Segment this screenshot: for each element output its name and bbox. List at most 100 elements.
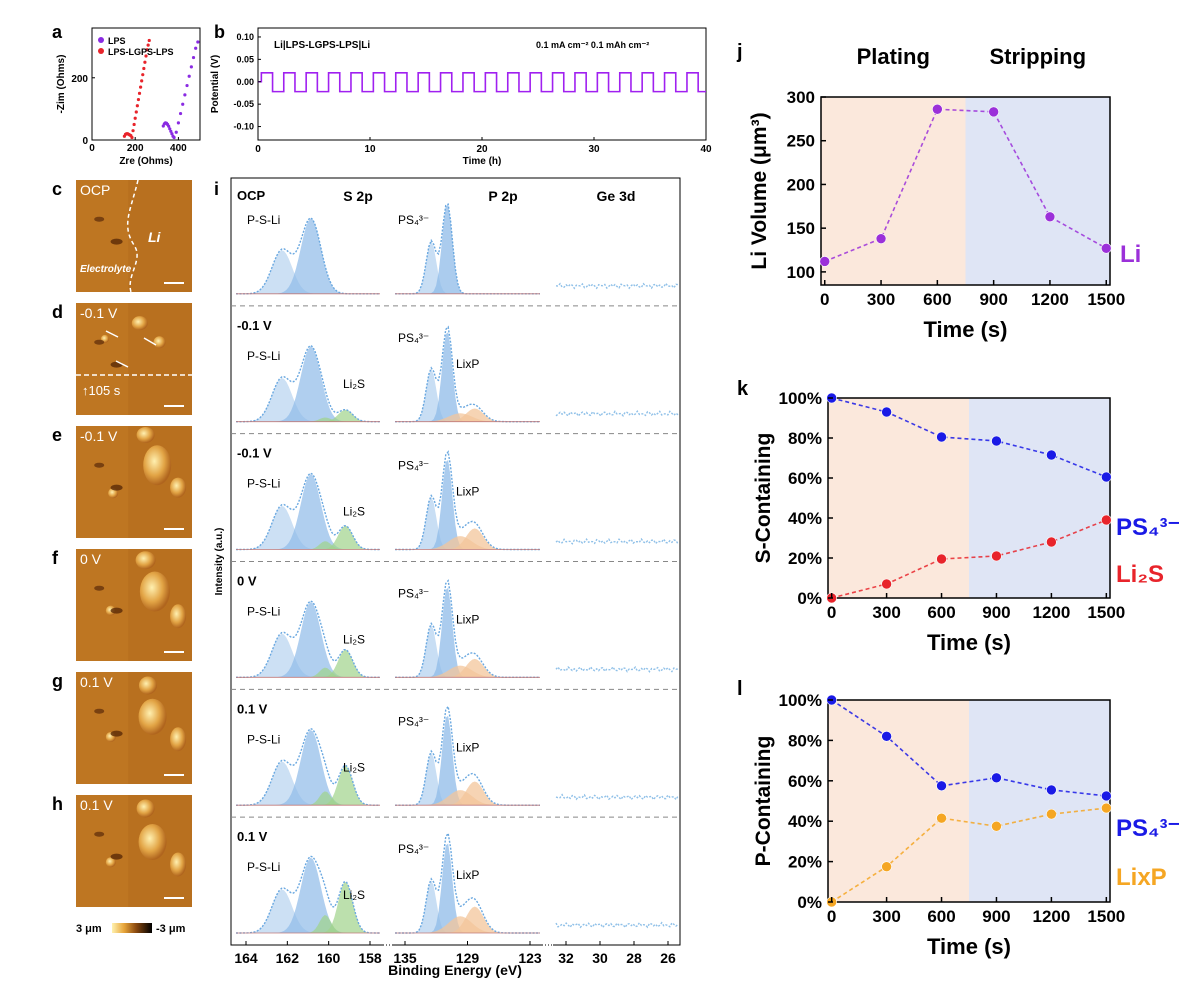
fit-component — [395, 880, 540, 933]
y-axis-label: -Zim (Ohms) — [56, 55, 67, 114]
x-tick-label: 1500 — [1087, 603, 1125, 622]
data-point — [936, 431, 947, 443]
fit-component — [395, 408, 540, 422]
x-axis-label: Zre (Ohms) — [119, 156, 172, 167]
panel-letter-l: l — [737, 678, 743, 700]
y-tick-label: 0% — [797, 589, 822, 608]
chart-annotation: 0.1 mA cm⁻² 0.1 mAh cm⁻² — [536, 40, 649, 50]
electrolyte-region-label: Electrolyte — [80, 264, 132, 275]
ge-noise-trace — [555, 665, 679, 673]
data-point — [936, 812, 947, 824]
stripping-region — [969, 700, 1110, 902]
y-tick-label: 0.10 — [236, 32, 254, 42]
x-tick-label: 300 — [872, 907, 900, 926]
plating-header: Plating — [857, 44, 930, 69]
series-line — [824, 108, 1107, 263]
plot-frame — [91, 27, 201, 141]
panel-letter-i: i — [214, 179, 219, 199]
surface-pit — [94, 708, 105, 714]
lixp-label: LixP — [456, 740, 479, 754]
data-point — [142, 66, 146, 71]
panel-letter-j: j — [736, 41, 743, 63]
y-axis-label: Intensity (a.u.) — [214, 528, 225, 596]
fit-component — [395, 368, 540, 422]
lixp-label: LixP — [456, 485, 479, 499]
y-tick-label: 0 — [82, 136, 88, 147]
xps-row: -0.1 V P-S-Li Li₂S PS₄³⁻ LixP — [231, 305, 680, 423]
y-tick-label: 150 — [787, 219, 815, 238]
surface-grain — [170, 852, 187, 877]
data-point — [131, 129, 135, 133]
s-peak-label: P-S-Li — [247, 860, 280, 874]
fit-component — [236, 729, 380, 806]
fit-component — [236, 649, 380, 678]
stripping-region — [969, 398, 1110, 598]
legend-label: LPS-LGPS-LPS — [108, 47, 174, 57]
data-point — [145, 48, 149, 52]
fit-component — [395, 332, 540, 422]
xps-row: OCP P-S-Li PS₄³⁻ — [235, 188, 679, 295]
fit-component — [395, 496, 540, 550]
y-tick-label: 100 — [787, 263, 815, 282]
panel-b: b 0 10 20 30 40 0.10 0.05 0.00 -0.05 -0.10 Time (h… — [210, 22, 712, 167]
indicator-arrow — [115, 360, 129, 368]
surface-grain — [143, 445, 172, 486]
data-point — [194, 46, 198, 50]
surface-grain — [108, 488, 119, 499]
surface-pit — [110, 607, 123, 614]
legend-marker — [98, 48, 104, 54]
x-tick-label: 600 — [923, 290, 951, 309]
data-point — [168, 127, 172, 131]
p-containing-plot: 0 300 600 900 1200 1500 0% 20% 40% 60% 80% 100% Time… — [752, 691, 1180, 959]
ps4-label: PS₄³⁻ — [398, 213, 429, 227]
lixp-label: LixP — [456, 613, 479, 627]
fit-component — [236, 881, 380, 933]
fit-component — [395, 781, 540, 806]
y-tick-label: 0.00 — [236, 77, 254, 87]
afm-texture — [76, 672, 129, 784]
spectrum-envelope — [235, 855, 381, 934]
data-point — [1046, 449, 1057, 461]
stripping-region — [965, 97, 1110, 285]
fit-component — [395, 587, 540, 678]
x-tick-label: 123 — [518, 950, 542, 966]
data-point — [1044, 211, 1056, 223]
spectrum-envelope — [235, 600, 381, 679]
fit-component — [236, 857, 380, 933]
x-tick-label: 10 — [364, 144, 376, 155]
data-point — [191, 55, 196, 60]
colorbar-max-label: 3 μm — [76, 923, 102, 935]
spectrum-envelope — [235, 472, 381, 551]
panel-letter-g: g — [52, 671, 63, 691]
afm-state-label: 0.1 V — [80, 674, 113, 690]
y-tick-label: -0.10 — [233, 122, 254, 132]
x-tick-label: 900 — [982, 603, 1010, 622]
data-point — [181, 102, 185, 106]
x-tick-label: 1200 — [1032, 603, 1070, 622]
series-line — [831, 397, 1107, 478]
state-label: -0.1 V — [237, 446, 272, 461]
surface-pit — [110, 484, 123, 491]
chart-title: Li|LPS-LGPS-LPS|Li — [274, 40, 370, 51]
y-tick-label: 40% — [788, 509, 822, 528]
x-tick-label: 30 — [592, 950, 608, 966]
x-axis-label: Binding Energy (eV) — [388, 962, 522, 978]
data-point — [139, 85, 143, 89]
data-point — [936, 780, 947, 792]
series-line — [831, 699, 1107, 797]
data-point — [135, 104, 139, 108]
surface-grain — [136, 426, 155, 443]
panel-letter-h: h — [52, 794, 63, 814]
x-axis-label: Time (s) — [924, 317, 1008, 342]
afm-panel-f: f 0 V — [52, 548, 192, 661]
voltage-trace — [258, 72, 706, 93]
afm-texture — [76, 549, 129, 661]
data-point — [1101, 802, 1112, 814]
region-title: S 2p — [343, 188, 373, 204]
fit-component — [236, 474, 380, 550]
series-label: PS₄³⁻ — [1116, 815, 1180, 842]
surface-pit — [94, 462, 105, 468]
y-tick-label: 60% — [788, 469, 822, 488]
xps-row: 0.1 V P-S-Li Li₂S PS₄³⁻ LixP — [231, 816, 680, 934]
data-point — [988, 106, 999, 118]
